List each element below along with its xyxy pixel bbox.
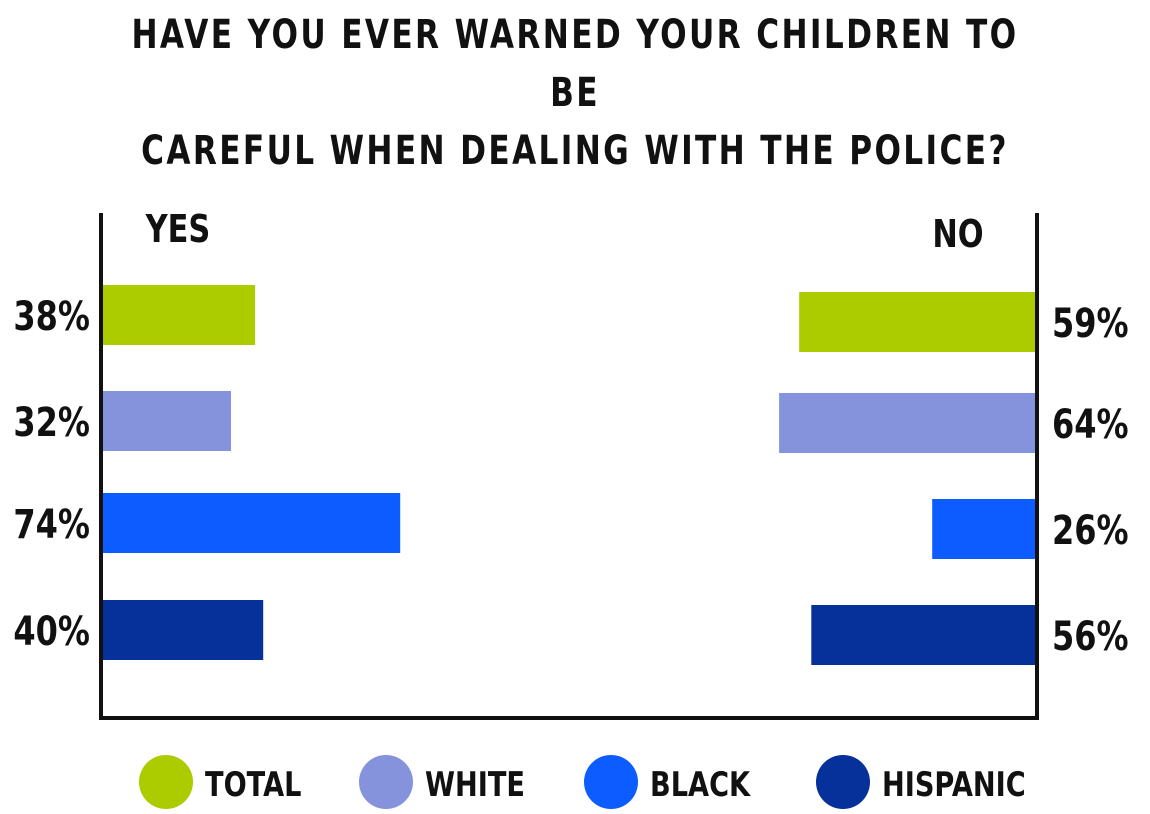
no-bar-black (932, 499, 1037, 559)
chart-title-line-2: CAREFUL WHEN DEALING WITH THE POLICE? (141, 128, 1009, 174)
legend-swatch-white (359, 755, 413, 809)
no-value-label-total: 59% (1052, 299, 1129, 346)
yes-value-label-hispanic: 40% (13, 607, 90, 654)
legend-swatch-hispanic (816, 755, 870, 809)
no-bar-hispanic (811, 605, 1037, 665)
chart-title-line-1: HAVE YOU EVER WARNED YOUR CHILDREN TO BE (131, 12, 1019, 116)
legend-label-hispanic: HISPANIC (882, 765, 1026, 805)
legend-label-white: WHITE (425, 765, 525, 805)
legend-label-black: BLACK (650, 765, 751, 805)
no-value-label-hispanic: 56% (1052, 612, 1129, 659)
no-value-label-black: 26% (1052, 506, 1129, 553)
legend-swatch-total (139, 755, 193, 809)
chart-title: HAVE YOU EVER WARNED YOUR CHILDREN TO BE… (127, 6, 1024, 180)
legend-label-total: TOTAL (205, 765, 301, 805)
yes-bar-black (102, 493, 401, 553)
yes-value-label-black: 74% (13, 500, 90, 547)
yes-bar-hispanic (102, 600, 264, 660)
yes-value-label-white: 32% (13, 398, 90, 445)
no-bar-total (799, 292, 1037, 352)
yes-bar-total (102, 285, 256, 345)
no-bar-white (779, 393, 1037, 453)
yes-bar-white (102, 391, 231, 451)
yes-value-label-total: 38% (13, 292, 90, 339)
yes-panel-header: YES (145, 208, 211, 252)
no-panel-header: NO (932, 213, 983, 257)
no-value-label-white: 64% (1052, 400, 1129, 447)
legend-swatch-black (584, 755, 638, 809)
